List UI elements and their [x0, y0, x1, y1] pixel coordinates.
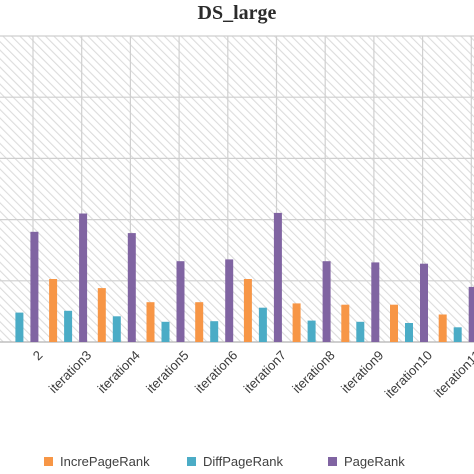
bar-diffpagerank-iteration3 [64, 310, 73, 342]
bar-diffpagerank-iteration7 [258, 307, 267, 342]
legend-item-diffpagerank: DiffPageRank [187, 454, 283, 469]
bar-increpagerank-iteration8 [292, 303, 301, 342]
bar-diffpagerank-iteration9 [356, 321, 365, 342]
bar-increpagerank-iteration10 [390, 304, 398, 342]
bar-pagerank-iteration2 [30, 231, 39, 342]
bar-increpagerank-iteration3 [49, 279, 58, 342]
bar-pagerank-iteration9 [371, 262, 380, 342]
bar-increpagerank-iteration7 [243, 279, 252, 342]
bar-increpagerank-iteration11 [438, 314, 447, 342]
bar-pagerank-iteration8 [322, 261, 331, 342]
bar-pagerank-iteration5 [176, 261, 185, 342]
bar-pagerank-iteration6 [225, 259, 234, 342]
bars [15, 212, 474, 342]
x-tick-label: iteration10 [382, 348, 436, 402]
legend-item-increpagerank: IncrePageRank [44, 454, 150, 469]
x-tick-label: iteration4 [94, 348, 142, 396]
legend-swatch [187, 457, 196, 466]
x-tick-label: iteration7 [241, 348, 289, 396]
bar-diffpagerank-iteration10 [405, 323, 413, 342]
bar-increpagerank-iteration6 [195, 302, 204, 342]
bar-pagerank-iteration11 [468, 286, 474, 342]
x-tick-label: 2 [30, 348, 46, 364]
x-tick-label: iteration8 [289, 348, 337, 396]
bar-increpagerank-iteration4 [97, 288, 106, 342]
bar-diffpagerank-iteration5 [161, 321, 170, 342]
legend-label: PageRank [344, 454, 405, 469]
x-tick-label: iteration5 [143, 348, 191, 396]
x-tick-labels: 2 iteration3 iteration4 iteration5 iteration… [30, 348, 474, 402]
legend-label: IncrePageRank [60, 454, 150, 469]
bar-pagerank-iteration7 [273, 212, 282, 342]
bar-diffpagerank-iteration11 [453, 327, 462, 342]
legend-swatch [44, 457, 53, 466]
legend-item-pagerank: PageRank [328, 454, 405, 469]
x-tick-label: iteration9 [338, 348, 386, 396]
legend-swatch [328, 457, 337, 466]
plot-area-background [0, 36, 474, 342]
bar-increpagerank-iteration9 [341, 304, 350, 342]
bar-diffpagerank-iteration6 [210, 321, 219, 342]
legend-label: DiffPageRank [203, 454, 283, 469]
legend: IncrePageRank DiffPageRank PageRank [0, 454, 474, 474]
x-tick-label: iteration3 [46, 348, 94, 396]
bar-diffpagerank-iteration8 [307, 320, 316, 342]
chart-title: DS_large [197, 2, 277, 24]
bar-pagerank-iteration4 [127, 233, 136, 342]
bar-diffpagerank-iteration4 [112, 316, 121, 342]
bar-pagerank-iteration10 [420, 263, 428, 342]
x-tick-label: iteration11 [431, 348, 474, 401]
bar-increpagerank-iteration5 [146, 302, 155, 342]
bar-pagerank-iteration3 [79, 213, 88, 342]
bar-diffpagerank-iteration2 [15, 312, 24, 342]
x-tick-label: iteration6 [192, 348, 240, 396]
